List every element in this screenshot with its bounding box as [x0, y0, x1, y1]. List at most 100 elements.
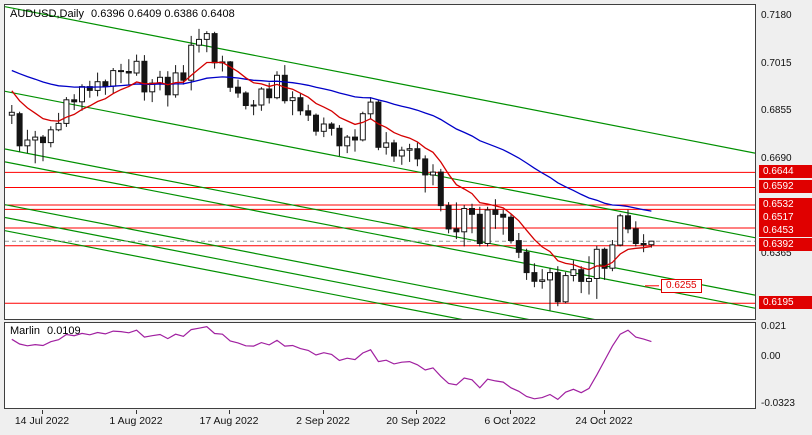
candle-bull [617, 215, 624, 246]
trendline[interactable] [5, 161, 755, 309]
slow-ma-line[interactable] [11, 69, 652, 212]
candle-bull [274, 74, 280, 99]
candle-bear [640, 243, 647, 246]
trendline[interactable] [5, 204, 755, 319]
time-axis-label: 24 Oct 2022 [575, 415, 633, 427]
candle-bear [632, 228, 639, 244]
candle-bull [196, 38, 202, 46]
time-tick [323, 410, 324, 414]
marlin-indicator-canvas[interactable] [5, 323, 755, 408]
candle-bull [32, 136, 39, 141]
candle-bull [79, 86, 85, 103]
time-axis-label: 14 Jul 2022 [14, 415, 70, 427]
trendline[interactable] [5, 90, 755, 239]
level-price-tag: 0.6453 [759, 224, 812, 237]
chart-title: AUDUSD,Daily 0.6396 0.6409 0.6386 0.6408 [10, 8, 235, 20]
candle-bear [508, 216, 514, 241]
candle-bear [476, 213, 483, 245]
indicator-axis-label: 0.021 [761, 321, 787, 332]
time-axis-label: 6 Oct 2022 [484, 415, 536, 427]
indicator-axis-label: -0.0323 [761, 398, 795, 409]
time-tick [604, 410, 605, 414]
candle-bull [320, 123, 327, 132]
candle-bull [203, 33, 210, 40]
indicator-axis-label: 0.00 [761, 351, 781, 362]
candle-bear [164, 76, 171, 96]
candle-bull [593, 248, 600, 280]
marlin-indicator-panel[interactable]: Marlin 0.0109 [4, 322, 756, 409]
level-price-tag: 0.6195 [759, 296, 812, 309]
candle-bull [24, 139, 31, 147]
symbol-period-label: AUDUSD,Daily [10, 8, 84, 20]
level-price-tag: 0.6517 [759, 211, 812, 224]
time-tick [229, 410, 230, 414]
candle-bear [125, 71, 132, 74]
price-axis-label: 0.7180 [761, 10, 792, 21]
time-axis-label: 2 Sep 2022 [296, 415, 350, 427]
candle-bear [328, 123, 335, 129]
candle-bull [258, 88, 265, 106]
price-axis[interactable]: 0.7180 0.7015 0.6855 0.6690 0.6365 0.6644 0.65… [759, 4, 812, 320]
candle-bull [289, 97, 296, 102]
candle-bear [625, 215, 631, 230]
candle-bear [180, 72, 187, 81]
price-axis-label: 0.6690 [761, 153, 792, 164]
trendline[interactable] [5, 148, 755, 296]
time-axis-label: 1 Aug 2022 [109, 415, 163, 427]
candle-bull [133, 60, 140, 74]
candle-bear [16, 113, 23, 147]
candle-bull [547, 272, 553, 281]
candle-bear [515, 240, 522, 253]
candle-bull [47, 129, 54, 144]
candle-bull [406, 148, 413, 151]
price-target-label[interactable]: 0.6255 [661, 279, 702, 293]
time-tick [510, 410, 511, 414]
time-axis-label: 20 Sep 2022 [386, 415, 446, 427]
candle-bull [344, 136, 351, 147]
level-price-tag: 0.6532 [759, 198, 812, 211]
candle-bear [601, 248, 608, 269]
candle-bear [352, 136, 358, 141]
candle-bear [40, 136, 46, 144]
candle-bull [367, 101, 374, 115]
candle-bear [414, 148, 421, 160]
time-tick [416, 410, 417, 414]
candle-bear [266, 88, 273, 99]
candle-bear [102, 81, 109, 87]
candle-bear [235, 86, 241, 94]
candle-bull [250, 104, 257, 107]
price-axis-label: 0.6855 [761, 105, 792, 116]
candle-bull [63, 99, 70, 124]
candle-bear [141, 60, 148, 93]
trendline[interactable] [5, 216, 755, 320]
candle-bear [118, 70, 124, 73]
candle-bear [313, 114, 319, 132]
fast-ma-line[interactable] [11, 61, 652, 271]
candle-bull [570, 269, 577, 277]
time-axis-label: 17 Aug 2022 [199, 415, 259, 427]
price-chart-panel[interactable]: AUDUSD,Daily 0.6396 0.6409 0.6386 0.6408… [4, 4, 756, 320]
candle-bear [437, 171, 444, 207]
price-chart-canvas[interactable] [5, 5, 755, 319]
candle-bear [297, 97, 304, 112]
candle-bull [539, 279, 546, 282]
level-price-tag: 0.6644 [759, 165, 812, 178]
trendline[interactable] [5, 230, 755, 319]
indicator-value: 0.0109 [47, 325, 81, 337]
candle-bull [461, 208, 468, 233]
price-axis-label: 0.6365 [761, 248, 792, 259]
candle-bull [359, 113, 366, 141]
candle-bear [469, 208, 475, 215]
trendline[interactable] [5, 6, 755, 154]
candle-bear [242, 92, 249, 106]
candle-bull [383, 142, 390, 148]
indicator-name: Marlin [10, 325, 40, 337]
time-axis[interactable]: 14 Jul 2022 1 Aug 2022 17 Aug 2022 2 Sep 20… [0, 410, 812, 435]
candle-bear [492, 209, 499, 215]
indicator-axis[interactable]: 0.021 0.00 -0.0323 [759, 321, 812, 409]
candle-bear [500, 213, 507, 218]
candle-bull [8, 111, 15, 116]
candle-bull [562, 275, 569, 303]
candle-bull [648, 240, 655, 246]
candle-bear [391, 142, 397, 157]
